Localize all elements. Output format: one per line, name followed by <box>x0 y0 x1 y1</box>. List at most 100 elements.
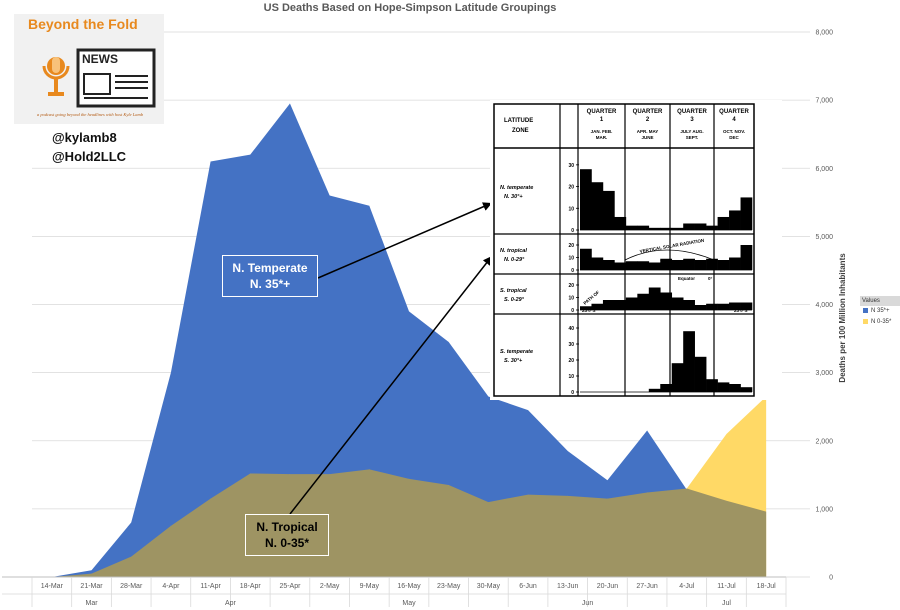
inset-bar <box>648 388 661 392</box>
x-axis: 14-Mar 21-Mar 28-Mar 4-Apr 11-Apr 18-Apr 25-Ap… <box>2 576 787 607</box>
inset-quarter-number: 2 <box>646 117 650 123</box>
inset-quarter-number: 1 <box>600 117 604 123</box>
inset-overlay-label: Equator <box>678 276 695 281</box>
legend-label-n0-35: N 0-35* <box>871 319 892 325</box>
inset-quarter-months: JULY AUG. <box>680 129 703 134</box>
inset-radiation-curve <box>624 249 715 261</box>
inset-bar <box>614 262 627 270</box>
inset-bar <box>740 197 753 230</box>
inset-overlay-label: 0° <box>708 276 713 281</box>
inset-header-zone2: ZONE <box>512 128 529 134</box>
x-tick-label: 11-Apr <box>200 583 221 590</box>
inset-bar <box>694 305 707 310</box>
annotation-tropical-line1: N. Tropical <box>256 520 318 534</box>
inset-quarter-months: JAN. FEB. <box>591 129 613 134</box>
y-tick-label: 8,000 <box>815 30 833 37</box>
inset-tick-label: 40 <box>568 326 574 332</box>
inset-quarter-months2: MAR. <box>596 135 608 140</box>
inset-bar <box>591 303 604 310</box>
inset-row-zone: N. tropical <box>500 248 527 254</box>
logo-title: Beyond the Fold <box>28 16 138 32</box>
legend-item-n35: N 35*+ <box>860 306 900 317</box>
arrow-temperate <box>317 202 493 279</box>
inset-bar <box>717 216 730 230</box>
inset-bar <box>591 257 604 270</box>
logo-news: NEWS <box>82 52 118 66</box>
inset-bar <box>683 331 695 392</box>
legend-label-n35: N 35*+ <box>871 308 890 314</box>
month-label: Apr <box>225 600 237 607</box>
inset-bar <box>580 248 592 270</box>
inset-bar <box>717 303 730 310</box>
axis-ticks: 0 1,000 2,000 3,000 4,000 5,000 6,000 7,000 8,00… <box>815 30 833 582</box>
legend-item-n0-35: N 0-35* <box>860 317 900 328</box>
inset-quarter-months: APR. MAY <box>637 129 659 134</box>
legend: Values N 35*+ N 0-35* <box>860 296 900 338</box>
y-tick-label: 3,000 <box>815 370 833 377</box>
annotation-temperate-line2: N. 35*+ <box>249 277 291 291</box>
x-tick-label: 28-Mar <box>120 583 143 590</box>
inset-bar <box>694 356 707 392</box>
x-tick-label: 18-Apr <box>240 583 262 590</box>
inset-bar <box>660 292 673 310</box>
inset-bar <box>602 300 615 310</box>
inset-bar <box>729 210 741 230</box>
handle-kylamb8: @kylamb8 <box>52 130 117 145</box>
y-tick-label: 5,000 <box>815 234 833 241</box>
y-tick-label: 4,000 <box>815 302 833 309</box>
inset-row-zone: S. tropical <box>500 288 527 294</box>
inset-bar <box>683 300 695 310</box>
hope-simpson-inset-figure: LATITUDE ZONE QUARTER 1 JAN. FEB. MAR. QUARTER… <box>490 100 782 400</box>
y-tick-label: 0 <box>829 575 833 582</box>
inset-bar <box>694 260 707 270</box>
inset-tick-label: 0 <box>571 228 574 234</box>
x-tick-label: 6-Jun <box>519 583 537 590</box>
inset-tick-label: 20 <box>568 283 574 289</box>
inset-bar <box>671 363 684 392</box>
inset-bar <box>602 190 615 230</box>
inset-bar <box>729 257 741 270</box>
inset-tick-label: 0 <box>571 390 574 396</box>
chart-title: US Deaths Based on Hope-Simpson Latitude… <box>264 2 557 14</box>
inset-row-zone: N. temperate <box>500 185 533 191</box>
y-tick-label: 7,000 <box>815 98 833 105</box>
inset-bar <box>717 260 730 270</box>
inset-bar <box>740 302 753 310</box>
logo-tagline: a podcast going beyond the headlines wit… <box>36 112 144 117</box>
inset-quarter-number: 4 <box>732 117 736 123</box>
inset-tick-label: 20 <box>568 243 574 249</box>
inset-tick-label: 10 <box>568 256 574 262</box>
handle-hold2llc: @Hold2LLC <box>52 149 127 164</box>
inset-bar <box>637 293 650 310</box>
inset-table: LATITUDE ZONE QUARTER 1 JAN. FEB.MAR. QUARTER… <box>493 103 755 397</box>
inset-bar <box>660 258 673 270</box>
inset-quarter-months2: JUNE <box>641 135 653 140</box>
y-axis-label: Deaths per 100 Million Inhabitants <box>838 253 847 383</box>
inset-bar <box>625 225 638 230</box>
inset-bar <box>637 225 650 230</box>
inset-overlay-label: 23½°S <box>734 307 748 313</box>
legend-title: Values <box>860 296 900 306</box>
x-tick-label: 4-Jul <box>679 583 695 590</box>
inset-row-zone2: S. 30°+ <box>504 358 523 364</box>
inset-tick-label: 20 <box>568 358 574 364</box>
inset-tick-label: 20 <box>568 185 574 191</box>
inset-overlay-label: PATH OF <box>582 290 600 306</box>
inset-tick-label: 30 <box>568 163 574 169</box>
x-tick-label: 18-Jul <box>757 583 777 590</box>
inset-bar <box>729 302 741 310</box>
x-tick-label: 25-Apr <box>279 583 301 590</box>
plot-area <box>51 103 767 578</box>
inset-bar <box>683 258 695 270</box>
inset-tick-label: 30 <box>568 342 574 348</box>
inset-bar <box>602 260 615 270</box>
series-area-n35 <box>51 103 687 577</box>
inset-tick-label: 0 <box>571 308 574 314</box>
inset-quarter-label: QUARTER <box>719 109 749 115</box>
inset-border <box>493 103 755 397</box>
inset-row-zone: S. temperate <box>500 349 533 355</box>
x-tick-label: 20-Jun <box>597 583 619 590</box>
inset-tick-label: 10 <box>568 374 574 380</box>
inset-bar <box>694 223 707 230</box>
